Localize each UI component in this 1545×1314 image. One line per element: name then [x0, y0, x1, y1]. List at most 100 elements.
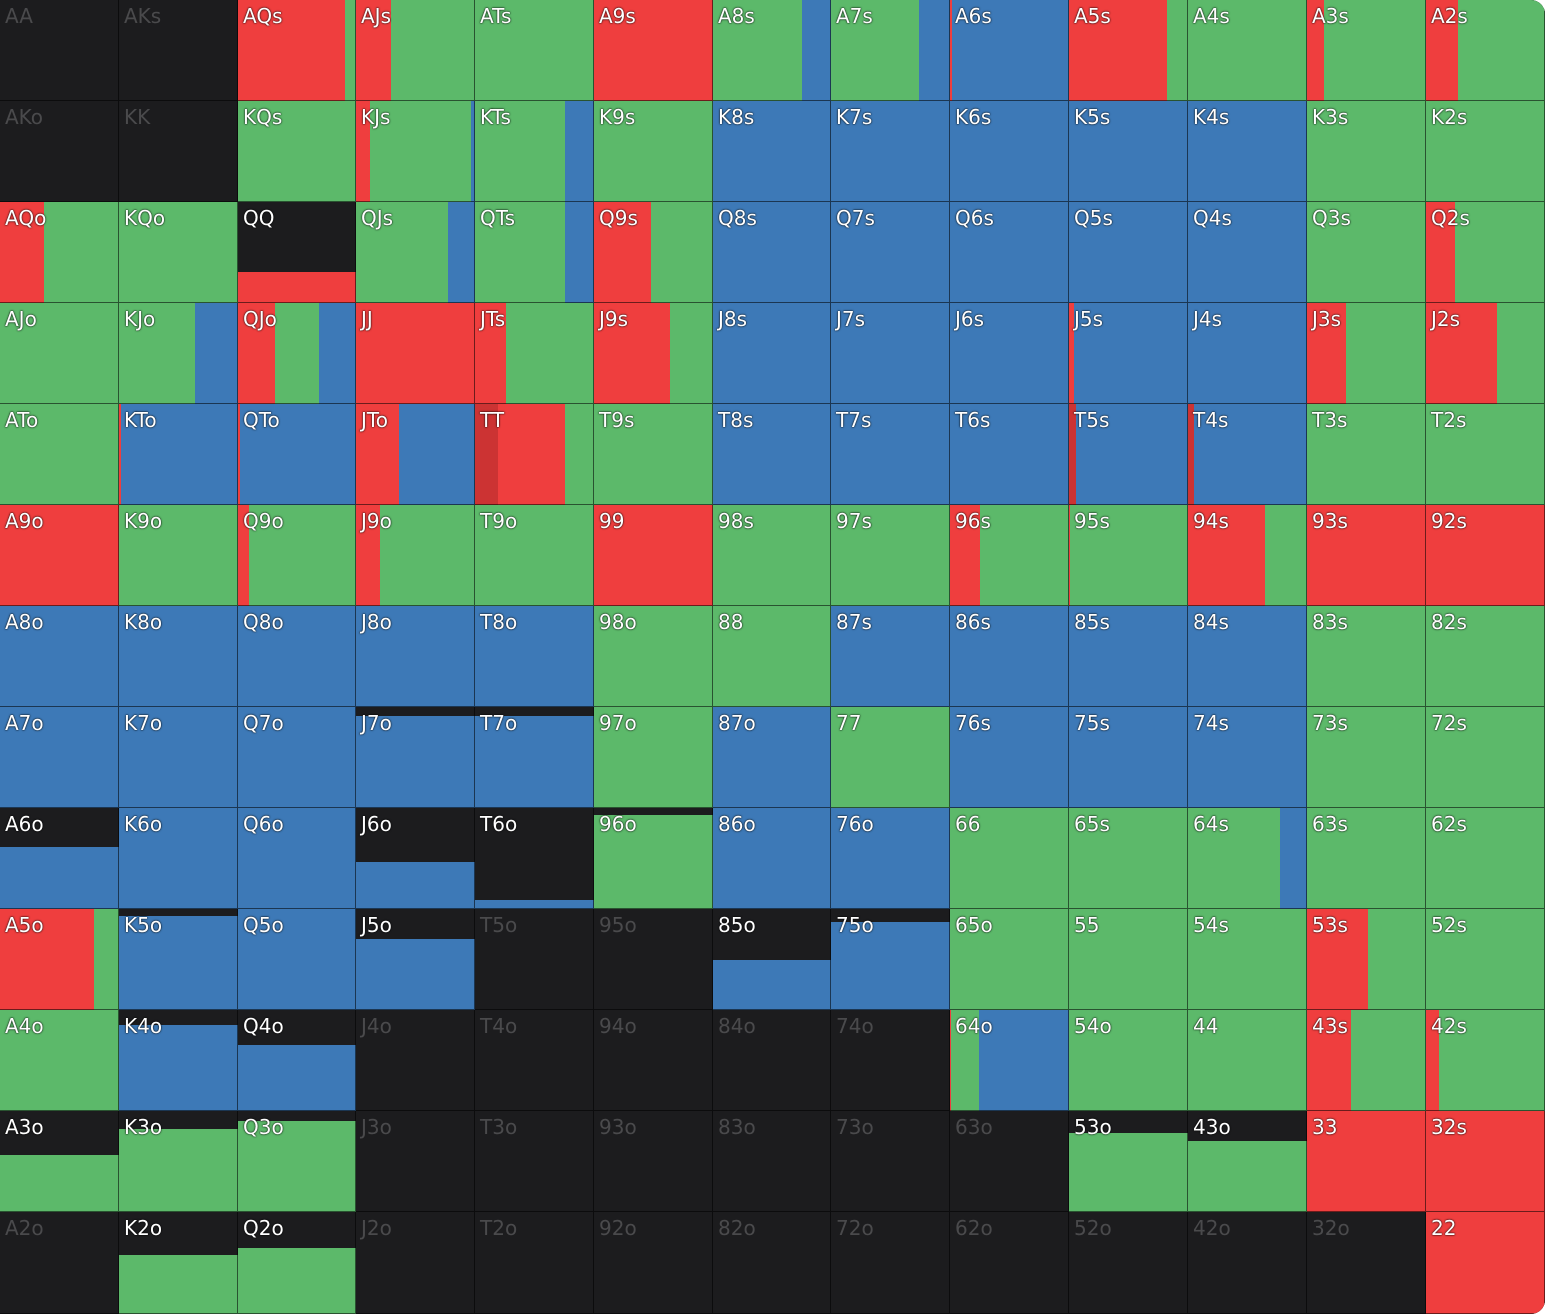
hand-cell[interactable]: ATo [0, 404, 119, 505]
hand-cell[interactable]: 94s [1188, 505, 1307, 606]
hand-cell[interactable]: T5s [1069, 404, 1188, 505]
hand-cell[interactable]: Q9s [594, 202, 713, 303]
hand-cell[interactable]: 53s [1307, 909, 1426, 1010]
hand-cell[interactable]: K6s [950, 101, 1069, 202]
hand-cell[interactable]: T2s [1426, 404, 1545, 505]
hand-cell[interactable]: AA [0, 0, 119, 101]
hand-cell[interactable]: Q6s [950, 202, 1069, 303]
hand-cell[interactable]: J4o [356, 1010, 475, 1111]
hand-cell[interactable]: Q4o [238, 1010, 356, 1111]
hand-cell[interactable]: JTs [475, 303, 594, 404]
hand-cell[interactable]: A5s [1069, 0, 1188, 101]
hand-cell[interactable]: 85s [1069, 606, 1188, 707]
hand-cell[interactable]: T6s [950, 404, 1069, 505]
hand-cell[interactable]: 62o [950, 1212, 1069, 1314]
hand-cell[interactable]: 76o [831, 808, 950, 909]
hand-cell[interactable]: 96o [594, 808, 713, 909]
hand-cell[interactable]: 32o [1307, 1212, 1426, 1314]
hand-cell[interactable]: 88 [713, 606, 831, 707]
hand-cell[interactable]: 33 [1307, 1111, 1426, 1212]
hand-cell[interactable]: 75o [831, 909, 950, 1010]
hand-cell[interactable]: ATs [475, 0, 594, 101]
hand-cell[interactable]: J6s [950, 303, 1069, 404]
hand-cell[interactable]: T4o [475, 1010, 594, 1111]
hand-cell[interactable]: 74s [1188, 707, 1307, 808]
hand-cell[interactable]: J4s [1188, 303, 1307, 404]
hand-cell[interactable]: KQo [119, 202, 238, 303]
hand-cell[interactable]: K3o [119, 1111, 238, 1212]
hand-cell[interactable]: AJo [0, 303, 119, 404]
hand-cell[interactable]: A2o [0, 1212, 119, 1314]
hand-cell[interactable]: Q7s [831, 202, 950, 303]
hand-cell[interactable]: 73o [831, 1111, 950, 1212]
hand-cell[interactable]: Q6o [238, 808, 356, 909]
hand-cell[interactable]: QTs [475, 202, 594, 303]
hand-cell[interactable]: QQ [238, 202, 356, 303]
hand-cell[interactable]: J2s [1426, 303, 1545, 404]
hand-cell[interactable]: J5s [1069, 303, 1188, 404]
hand-cell[interactable]: K8o [119, 606, 238, 707]
hand-cell[interactable]: QJs [356, 202, 475, 303]
hand-cell[interactable]: 52s [1426, 909, 1545, 1010]
hand-cell[interactable]: 74o [831, 1010, 950, 1111]
hand-cell[interactable]: 72o [831, 1212, 950, 1314]
hand-cell[interactable]: T7s [831, 404, 950, 505]
hand-cell[interactable]: QTo [238, 404, 356, 505]
hand-cell[interactable]: 64s [1188, 808, 1307, 909]
hand-cell[interactable]: 94o [594, 1010, 713, 1111]
hand-cell[interactable]: 52o [1069, 1212, 1188, 1314]
hand-cell[interactable]: 32s [1426, 1111, 1545, 1212]
hand-cell[interactable]: A9s [594, 0, 713, 101]
hand-cell[interactable]: K4o [119, 1010, 238, 1111]
hand-cell[interactable]: A6s [950, 0, 1069, 101]
hand-cell[interactable]: 87s [831, 606, 950, 707]
hand-cell[interactable]: T9o [475, 505, 594, 606]
hand-cell[interactable]: 97o [594, 707, 713, 808]
hand-cell[interactable]: K7o [119, 707, 238, 808]
hand-cell[interactable]: T2o [475, 1212, 594, 1314]
hand-cell[interactable]: 82s [1426, 606, 1545, 707]
hand-cell[interactable]: 85o [713, 909, 831, 1010]
hand-cell[interactable]: KK [119, 101, 238, 202]
hand-cell[interactable]: AKs [119, 0, 238, 101]
hand-cell[interactable]: 84o [713, 1010, 831, 1111]
hand-cell[interactable]: A5o [0, 909, 119, 1010]
hand-cell[interactable]: K9s [594, 101, 713, 202]
hand-cell[interactable]: K9o [119, 505, 238, 606]
hand-cell[interactable]: J7o [356, 707, 475, 808]
hand-cell[interactable]: 92s [1426, 505, 1545, 606]
hand-cell[interactable]: Q2o [238, 1212, 356, 1314]
hand-cell[interactable]: Q8s [713, 202, 831, 303]
hand-cell[interactable]: A9o [0, 505, 119, 606]
hand-cell[interactable]: K2s [1426, 101, 1545, 202]
hand-cell[interactable]: 76s [950, 707, 1069, 808]
hand-cell[interactable]: AJs [356, 0, 475, 101]
hand-cell[interactable]: Q5s [1069, 202, 1188, 303]
hand-cell[interactable]: K6o [119, 808, 238, 909]
hand-cell[interactable]: J7s [831, 303, 950, 404]
hand-cell[interactable]: J8o [356, 606, 475, 707]
hand-cell[interactable]: 93o [594, 1111, 713, 1212]
hand-cell[interactable]: 75s [1069, 707, 1188, 808]
hand-cell[interactable]: Q3s [1307, 202, 1426, 303]
hand-cell[interactable]: T7o [475, 707, 594, 808]
hand-cell[interactable]: KJo [119, 303, 238, 404]
hand-cell[interactable]: T8o [475, 606, 594, 707]
hand-cell[interactable]: J3s [1307, 303, 1426, 404]
hand-cell[interactable]: 93s [1307, 505, 1426, 606]
hand-cell[interactable]: AQs [238, 0, 356, 101]
hand-cell[interactable]: Q2s [1426, 202, 1545, 303]
hand-cell[interactable]: T6o [475, 808, 594, 909]
hand-cell[interactable]: 72s [1426, 707, 1545, 808]
hand-cell[interactable]: A7s [831, 0, 950, 101]
hand-cell[interactable]: A4s [1188, 0, 1307, 101]
hand-cell[interactable]: J2o [356, 1212, 475, 1314]
hand-cell[interactable]: QJo [238, 303, 356, 404]
hand-cell[interactable]: AQo [0, 202, 119, 303]
hand-cell[interactable]: T5o [475, 909, 594, 1010]
hand-cell[interactable]: Q4s [1188, 202, 1307, 303]
hand-cell[interactable]: Q9o [238, 505, 356, 606]
hand-cell[interactable]: J8s [713, 303, 831, 404]
hand-cell[interactable]: Q5o [238, 909, 356, 1010]
hand-cell[interactable]: KTo [119, 404, 238, 505]
